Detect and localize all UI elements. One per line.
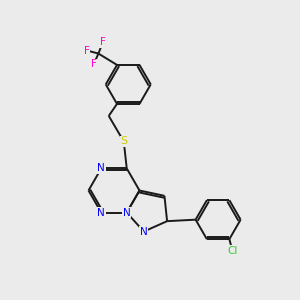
Text: Cl: Cl <box>227 245 238 256</box>
Text: N: N <box>140 226 148 236</box>
Text: N: N <box>98 164 105 173</box>
Text: F: F <box>84 46 90 56</box>
Text: F: F <box>100 37 106 47</box>
Text: F: F <box>91 59 97 69</box>
Text: N: N <box>98 208 105 218</box>
Text: S: S <box>120 136 127 146</box>
Text: N: N <box>123 208 130 218</box>
